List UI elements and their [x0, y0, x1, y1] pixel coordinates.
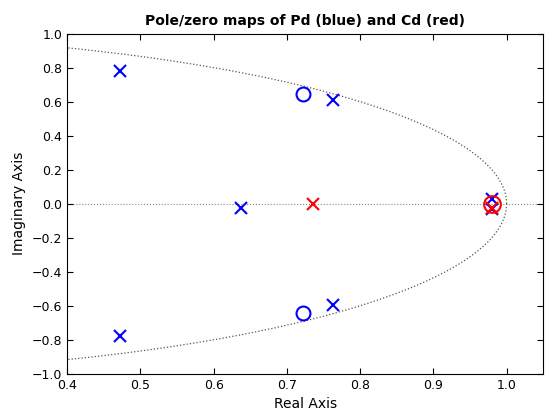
Title: Pole/zero maps of Pd (blue) and Cd (red): Pole/zero maps of Pd (blue) and Cd (red): [145, 14, 465, 28]
Y-axis label: Imaginary Axis: Imaginary Axis: [12, 152, 26, 255]
X-axis label: Real Axis: Real Axis: [274, 397, 337, 411]
